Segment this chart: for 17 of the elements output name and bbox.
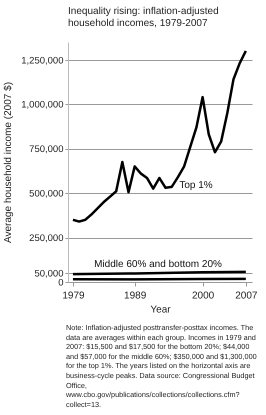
y-axis-title: Average household income (2007 $)	[3, 82, 14, 244]
y-tick-label: 750,000	[29, 144, 64, 156]
x-axis-title: Year	[150, 304, 172, 316]
chart-title: Inequality rising: inflation-adjusted household incomes, 1979-2007	[68, 6, 219, 29]
x-tick-label: 1989	[124, 290, 147, 302]
y-tick-label: 1,250,000	[21, 55, 64, 66]
annotation: Top 1%	[179, 180, 213, 191]
y-tick-label: 1,000,000	[21, 100, 64, 111]
y-tick-label: 500,000	[29, 188, 64, 200]
x-tick-label: 2007	[235, 290, 258, 302]
line-series	[72, 50, 248, 223]
x-tick-label: 1979	[62, 290, 85, 302]
y-tick-label: 250,000	[29, 233, 64, 244]
y-tick-label: 0	[58, 278, 64, 288]
y-tick-label: 50,000	[34, 268, 64, 280]
annotation: Middle 60% and bottom 20%	[94, 259, 222, 270]
x-tick-label: 2000	[192, 290, 215, 302]
